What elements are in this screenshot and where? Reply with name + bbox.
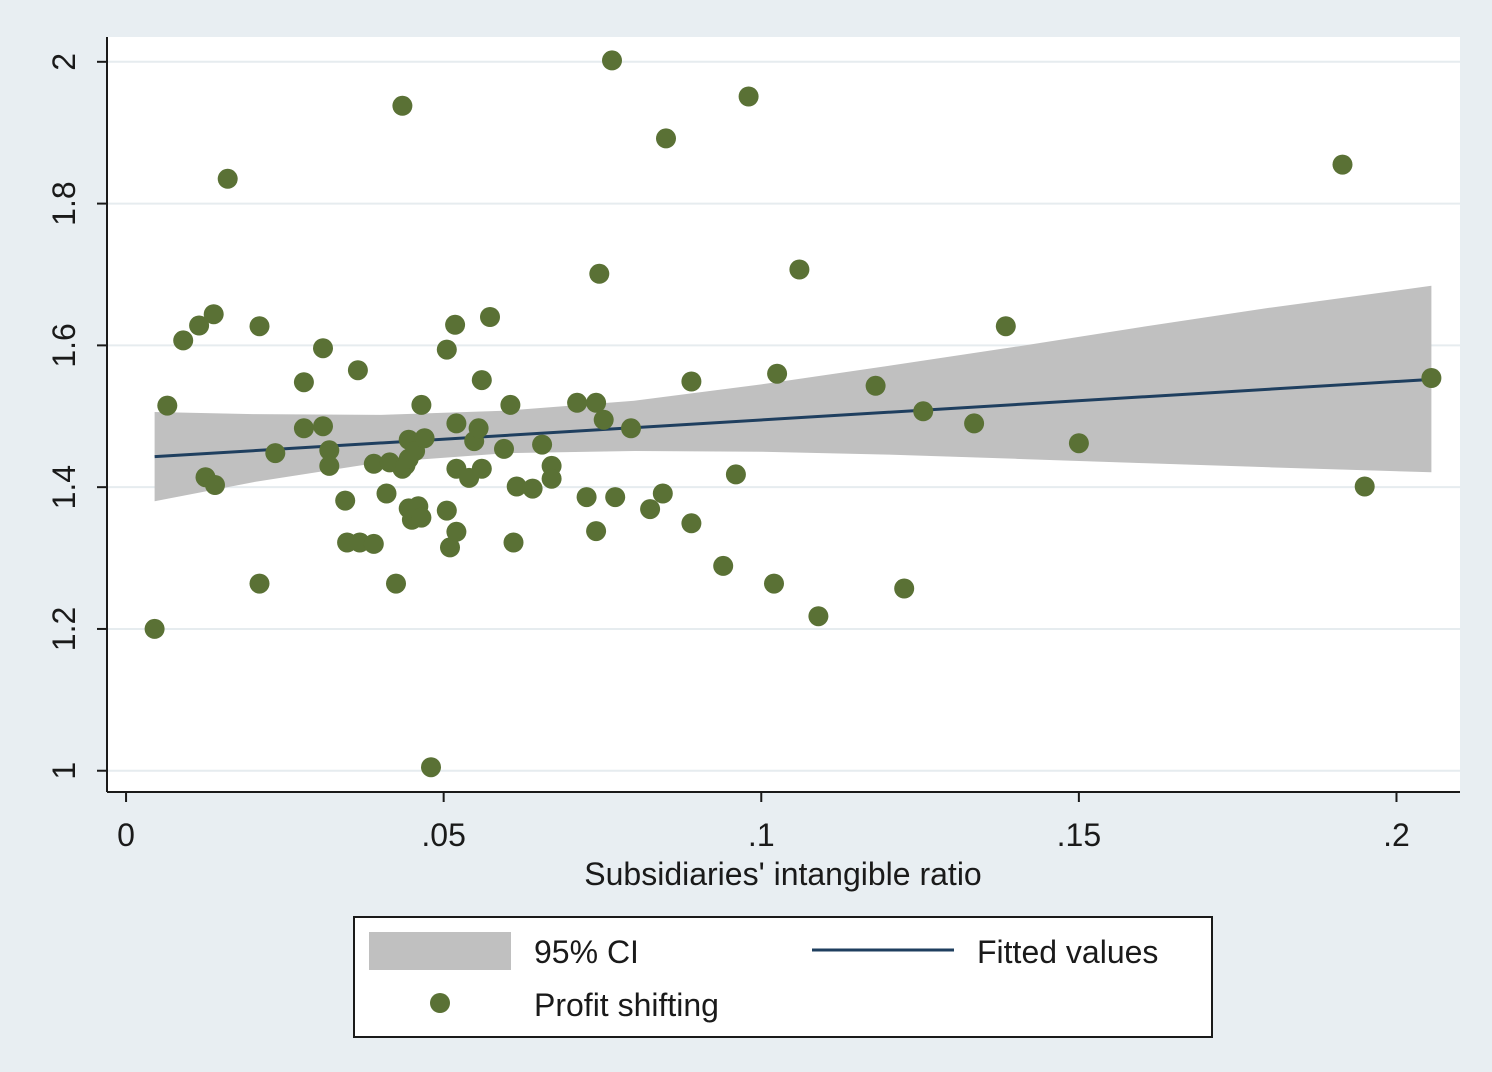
data-point [593,409,614,430]
data-point [205,475,225,495]
data-point [681,513,702,534]
data-point [894,578,915,599]
data-point [640,499,661,520]
data-point [586,521,607,542]
data-point [1068,433,1089,454]
data-point [586,392,607,413]
data-point [995,316,1016,337]
legend-ci-label: 95% CI [534,934,639,970]
y-tick-label: 1 [46,762,82,780]
data-point [725,464,746,485]
data-point [319,455,340,476]
data-point [589,263,610,284]
y-tick-label: 1.4 [46,465,82,509]
data-point [621,418,641,439]
data-point [293,372,314,393]
data-point [313,338,333,359]
data-point [293,418,314,439]
data-point [576,487,597,508]
data-point [445,314,466,335]
data-point [808,606,829,627]
x-tick-label: .1 [748,817,775,853]
data-point [249,573,270,594]
fitted-line [154,377,1432,459]
data-point [249,316,270,337]
data-point [480,307,500,327]
data-point [363,533,384,554]
data-point [532,434,553,455]
y-axis-ticks: 1 1.2 1.4 1.6 1.8 2 [46,53,107,780]
data-point [335,490,356,511]
data-point [494,438,514,459]
legend-point-swatch [430,993,450,1013]
data-point [789,259,810,280]
x-axis-ticks: 0 .05 .1 .15 .2 [117,792,1410,853]
data-point [217,168,238,189]
data-point [436,339,457,360]
legend-ci-swatch [369,932,511,970]
data-point [522,478,543,499]
data-point [446,521,467,542]
data-point [436,500,457,521]
data-point [189,315,210,336]
data-point [376,483,397,504]
data-point [468,418,489,439]
y-tick-label: 1.6 [46,323,82,367]
data-point [173,330,194,351]
data-point [265,443,286,464]
y-tick-label: 1.8 [46,181,82,225]
data-point [567,392,588,413]
data-point [446,413,467,434]
data-point [541,468,562,489]
data-point [363,453,384,474]
data-point [681,371,702,392]
x-axis-label: Subsidiaries' intangible ratio [584,856,981,892]
data-point [471,370,492,391]
legend-fitted-label: Fitted values [977,934,1158,970]
data-point [602,50,622,71]
scatter-points [144,50,1442,778]
data-point [764,573,784,594]
data-point [713,555,734,576]
data-point [1421,368,1442,388]
y-tick-label: 2 [46,53,82,71]
data-point [411,507,432,528]
legend-point-label: Profit shifting [534,987,719,1023]
x-tick-label: .2 [1383,817,1410,853]
data-point [500,394,521,415]
data-point [656,128,676,149]
data-point [440,537,460,558]
data-point [319,440,340,461]
data-point [392,95,413,116]
data-point [313,416,333,437]
data-point [144,618,165,639]
data-point [1332,154,1353,175]
fitted-line-path [154,377,1432,459]
data-point [506,476,527,497]
data-point [414,428,435,449]
data-point [913,401,934,422]
data-point [411,394,432,415]
data-point [964,413,985,434]
data-point [471,458,492,479]
data-point [865,375,886,396]
y-tick-label: 1.2 [46,607,82,651]
x-tick-label: .15 [1057,817,1101,853]
data-point [738,86,759,107]
data-point [605,487,626,508]
data-point [652,483,673,504]
x-tick-label: 0 [117,817,135,853]
data-point [421,757,441,778]
x-tick-label: .05 [421,817,465,853]
data-point [203,304,224,325]
legend: 95% CI Fitted values Profit shifting [353,916,1213,1038]
data-point [767,363,788,384]
data-point [347,360,368,381]
data-point [157,395,178,416]
data-point [1354,476,1375,497]
data-point [503,532,524,553]
data-point [386,573,406,594]
